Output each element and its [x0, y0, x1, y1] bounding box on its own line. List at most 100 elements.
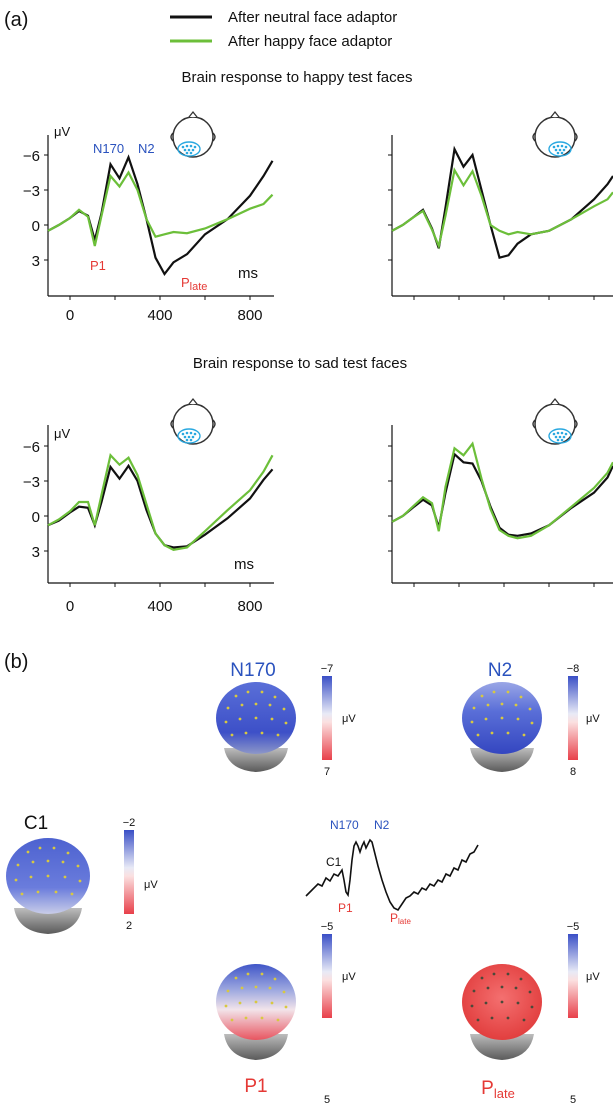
plate-main: P — [181, 275, 190, 290]
topomap-title: N170 — [230, 660, 275, 681]
colorbar-unit: μV — [144, 879, 158, 891]
x-ticks: 0 400 800 — [66, 583, 263, 615]
series-happy — [391, 167, 613, 250]
series-neutral — [391, 452, 613, 537]
colorbar-bottom: 5 — [570, 1094, 576, 1106]
x-tick-label: 0 — [66, 598, 74, 615]
electrode-dots — [14, 846, 82, 896]
schematic-plate: Plate — [390, 911, 411, 926]
colorbar-top: −5 — [321, 921, 334, 933]
colorbar-bottom: 2 — [126, 920, 132, 932]
topomap-p1: P1 −5 5 μV — [216, 921, 356, 1106]
neck — [14, 908, 82, 934]
n170-label: N170 — [93, 141, 124, 156]
n2-label: N2 — [138, 141, 155, 156]
colorbar-top: −7 — [321, 663, 334, 675]
y-tick-label: −6 — [23, 439, 40, 456]
chart-sad-left: μV −6 −3 0 3 0 400 800 ms — [23, 397, 274, 615]
schematic-n170: N170 — [330, 818, 359, 832]
colorbar — [322, 934, 332, 1018]
colorbar-unit: μV — [342, 971, 356, 983]
colorbar — [322, 676, 332, 760]
topomap-n2: N2 −8 8 μV — [462, 660, 600, 778]
topomap-title: Plate — [481, 1078, 515, 1101]
colorbar — [568, 934, 578, 1018]
y-tick-label: 3 — [32, 253, 40, 270]
plate-sub: late — [398, 917, 411, 926]
y-tick-label: −3 — [23, 183, 40, 200]
colorbar — [124, 830, 134, 914]
neck — [470, 1034, 534, 1060]
legend-label-neutral: After neutral face adaptor — [228, 9, 397, 26]
y-tick-label: 3 — [32, 544, 40, 561]
panel-b-label: (b) — [4, 651, 28, 673]
colorbar-top: −8 — [567, 663, 580, 675]
y-ticks: −6 −3 0 3 — [23, 148, 48, 270]
chart-sad-right — [388, 397, 613, 587]
schematic-trace — [305, 838, 479, 912]
series-neutral — [391, 145, 613, 260]
x-ticks — [413, 296, 595, 300]
head-icon — [170, 397, 216, 445]
series-happy — [47, 453, 274, 551]
y-unit-label: μV — [54, 426, 70, 441]
topomap-c1: C1 −2 2 μV — [6, 813, 158, 934]
y-ticks — [388, 445, 392, 552]
head-icon — [532, 110, 578, 158]
colorbar — [568, 676, 578, 760]
x-unit-label: ms — [234, 556, 254, 573]
x-tick-label: 0 — [66, 307, 74, 324]
y-tick-label: 0 — [32, 509, 40, 526]
x-ticks — [413, 583, 595, 587]
colorbar-unit: μV — [586, 713, 600, 725]
electrode-dots — [470, 690, 534, 737]
schematic-c1: C1 — [326, 855, 342, 869]
head-icon — [170, 110, 216, 158]
y-ticks — [388, 154, 392, 261]
legend-label-happy: After happy face adaptor — [228, 33, 392, 50]
plate-label: Plate — [181, 275, 207, 293]
colorbar-top: −5 — [567, 921, 580, 933]
x-tick-label: 400 — [147, 307, 172, 324]
head-icon — [532, 397, 578, 445]
neck — [224, 748, 288, 772]
series-happy — [391, 441, 613, 540]
colorbar-unit: μV — [342, 713, 356, 725]
topomap-n170: N170 −7 7 μV — [216, 660, 356, 778]
colorbar-top: −2 — [123, 817, 136, 829]
topomap-title: N2 — [488, 660, 512, 681]
schematic-p1: P1 — [338, 901, 353, 915]
y-unit-label: μV — [54, 124, 70, 139]
series-neutral — [47, 463, 274, 549]
x-ticks: 0 400 800 — [66, 296, 263, 324]
electrode-dots — [224, 690, 288, 737]
colorbar-bottom: 8 — [570, 766, 576, 778]
chart-happy-right — [388, 110, 613, 300]
chart-happy-left: μV −6 −3 0 3 0 400 800 ms N170 N2 P1 Pla… — [23, 110, 274, 324]
schematic-waveform: C1 N170 N2 P1 Plate — [305, 818, 479, 926]
colorbar-bottom: 5 — [324, 1094, 330, 1106]
y-tick-label: −6 — [23, 148, 40, 165]
topomap-plate: Plate −5 5 μV — [462, 921, 600, 1106]
electrode-dots — [224, 972, 288, 1022]
x-tick-label: 800 — [237, 598, 262, 615]
legend: After neutral face adaptor After happy f… — [170, 9, 397, 50]
neck — [224, 1034, 288, 1060]
plate-sub: late — [494, 1086, 515, 1101]
x-tick-label: 400 — [147, 598, 172, 615]
x-tick-label: 800 — [237, 307, 262, 324]
plate-main: P — [390, 911, 398, 925]
y-ticks: −6 −3 0 3 — [23, 439, 48, 561]
y-tick-label: −3 — [23, 474, 40, 491]
colorbar-unit: μV — [586, 971, 600, 983]
schematic-n2: N2 — [374, 818, 390, 832]
plate-main: P — [481, 1078, 494, 1099]
plate-sub: late — [190, 281, 208, 293]
topomap-title: P1 — [244, 1076, 267, 1097]
electrode-dots — [470, 972, 534, 1022]
heading-happy: Brain response to happy test faces — [182, 69, 413, 86]
panel-a-label: (a) — [4, 9, 28, 31]
colorbar-bottom: 7 — [324, 766, 330, 778]
y-tick-label: 0 — [32, 218, 40, 235]
